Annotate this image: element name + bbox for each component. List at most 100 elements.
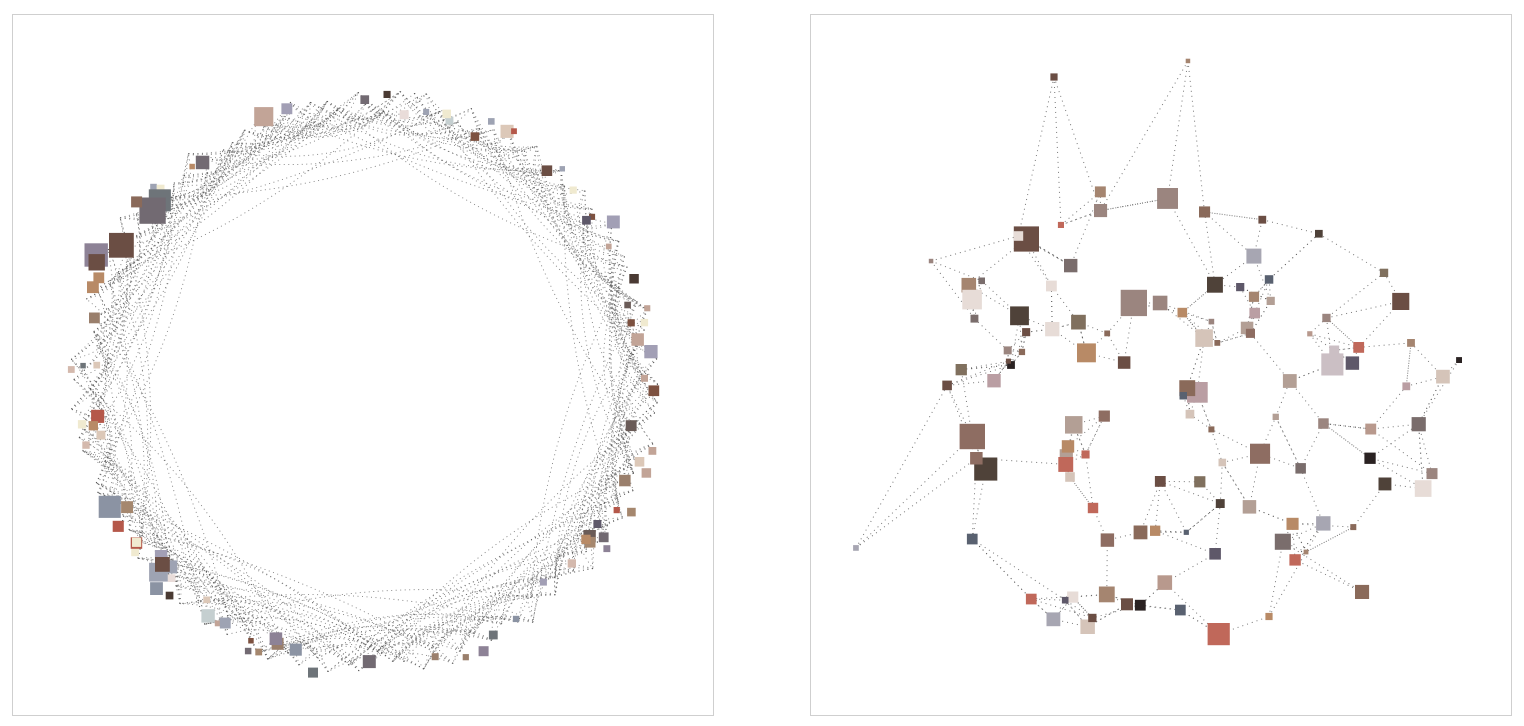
network-node [1175, 604, 1186, 616]
mesh-edge [930, 260, 982, 282]
network-node [1199, 206, 1211, 218]
mesh-edge [1282, 523, 1293, 543]
mesh-edge [1219, 462, 1223, 504]
mesh-edge [1405, 342, 1412, 387]
mesh-edge [1160, 480, 1221, 505]
network-node [1157, 575, 1173, 590]
mesh-edge [1211, 428, 1261, 455]
ring-edge [267, 647, 350, 666]
network-node [470, 132, 480, 141]
ring-edge [618, 329, 645, 474]
ring-edge [425, 93, 472, 127]
network-node [1010, 306, 1029, 326]
network-node [431, 653, 439, 661]
network-node [1045, 322, 1060, 337]
ring-edge [317, 576, 556, 659]
ring-edge [614, 358, 658, 503]
ring-edge [204, 617, 269, 660]
mesh-edge [1185, 503, 1221, 533]
network-node [598, 532, 609, 543]
network-node [1329, 345, 1340, 356]
ring-edge [267, 92, 359, 128]
mesh-edge [1318, 233, 1385, 274]
ring-edge [579, 501, 619, 552]
ring-edge [457, 121, 645, 331]
network-node [88, 421, 98, 431]
ring-edge [128, 529, 228, 635]
network-node [281, 103, 293, 115]
ring-edge [93, 271, 128, 333]
network-node [1315, 229, 1323, 238]
mesh-edge [1007, 350, 1009, 362]
network-node [1402, 382, 1411, 391]
ring-edge [563, 185, 624, 519]
ring-edge [267, 616, 534, 660]
network-node [1282, 374, 1297, 388]
network-node [1322, 313, 1331, 323]
mesh-edge [1405, 342, 1412, 387]
ring-edge [107, 116, 285, 251]
network-node [619, 474, 631, 487]
ring-edge [493, 129, 539, 177]
ring-edge [289, 101, 384, 130]
mesh-edge [947, 364, 1012, 386]
network-node [1214, 340, 1221, 346]
mesh-edge [1217, 332, 1251, 344]
network-node [1379, 268, 1389, 277]
network-node [1050, 73, 1058, 81]
ring-edge [459, 501, 619, 652]
mesh-edge [1326, 301, 1401, 319]
mesh-edge [1050, 285, 1053, 330]
network-node [629, 274, 639, 284]
network-node [1246, 248, 1262, 264]
mesh-edge [930, 235, 1019, 262]
network-node [109, 232, 134, 258]
ring-edge [500, 539, 607, 625]
network-node [1067, 591, 1079, 603]
ring-edge [509, 134, 562, 174]
network-node [970, 452, 983, 465]
ring-edge [452, 618, 519, 664]
network-node [1154, 476, 1166, 487]
ring-edge [97, 492, 181, 604]
network-node [582, 215, 591, 225]
network-node [1194, 476, 1206, 488]
ring-edge [584, 190, 658, 403]
mesh-edge [1140, 481, 1161, 533]
network-node [1046, 612, 1061, 627]
ring-edge [377, 595, 532, 653]
network-node [98, 495, 121, 518]
network-node [165, 591, 174, 600]
ring-edge [423, 472, 634, 670]
network-node [1098, 586, 1115, 603]
ring-edge [96, 202, 154, 318]
ring-edge [107, 101, 291, 251]
network-node [1057, 221, 1064, 228]
ring-edge [348, 638, 405, 666]
ring-edge [392, 624, 475, 662]
network-node [1157, 188, 1178, 209]
network-node [1274, 533, 1291, 550]
network-node [383, 90, 391, 98]
network-node [1250, 443, 1271, 464]
mesh-edges [855, 60, 1460, 635]
mesh-edge [1292, 523, 1296, 560]
ring-edge [104, 159, 208, 462]
ring-edge [604, 402, 658, 526]
ring-edge [96, 122, 256, 290]
ring-edge [599, 490, 634, 541]
network-node [88, 254, 105, 271]
mesh-edge [981, 280, 1020, 317]
mesh-edge [1289, 380, 1324, 424]
network-node [970, 314, 979, 323]
network-node [1081, 450, 1090, 459]
ring-edge [207, 122, 256, 167]
ring-edge [267, 110, 384, 138]
network-node [203, 596, 210, 604]
ring-edge [423, 596, 532, 670]
ring-edge [612, 412, 656, 503]
network-node [644, 305, 651, 312]
mesh-edge [1370, 423, 1419, 430]
ring-edge [348, 539, 607, 666]
network-node [641, 374, 648, 382]
